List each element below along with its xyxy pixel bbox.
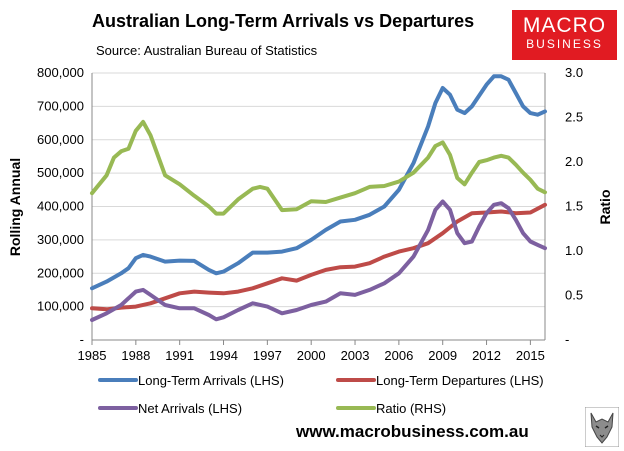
x-tick-label: 2012 — [472, 348, 501, 363]
y-tick-label: 500,000 — [37, 165, 84, 180]
x-tick-label: 1994 — [209, 348, 238, 363]
macrobusiness-logo: MACRO BUSINESS — [512, 10, 617, 60]
series-line-2 — [90, 202, 547, 312]
wolf-logo-icon — [585, 407, 619, 447]
series-line-4 — [90, 119, 547, 216]
chart-source: Source: Australian Bureau of Statistics — [96, 43, 318, 58]
y-tick-label: 100,000 — [37, 299, 84, 314]
x-tick-label: 1997 — [253, 348, 282, 363]
y-tick-label: 200,000 — [37, 265, 84, 280]
y-tick-label: 300,000 — [37, 232, 84, 247]
y-tick-label: 600,000 — [37, 132, 84, 147]
y2-tick-label: 1.0 — [565, 243, 583, 258]
x-tick-label: 2009 — [428, 348, 457, 363]
y2-tick-label: 2.0 — [565, 154, 583, 169]
series-line-3 — [90, 199, 547, 322]
chart-title: Australian Long-Term Arrivals vs Departu… — [92, 11, 475, 31]
axis-ticks: - 100,000 200,000 300,000 400,000 500,000 600,… — [37, 65, 583, 363]
x-tick-label: 1988 — [121, 348, 150, 363]
y2-tick-label: 0.5 — [565, 288, 583, 303]
y2-tick-label: - — [565, 332, 569, 347]
y-tick-label: - — [80, 332, 84, 347]
x-tick-label: 2000 — [297, 348, 326, 363]
logo-line-1: MACRO — [522, 14, 607, 37]
x-tick-label: 2015 — [516, 348, 545, 363]
y-tick-label: 700,000 — [37, 98, 84, 113]
y2-tick-label: 1.5 — [565, 199, 583, 214]
x-tick-label: 2003 — [341, 348, 370, 363]
series-lines — [90, 74, 547, 322]
website-url: www.macrobusiness.com.au — [296, 422, 529, 441]
left-axis-title: Rolling Annual — [7, 158, 23, 256]
right-axis-title: Ratio — [597, 190, 613, 225]
x-tick-label: 1985 — [78, 348, 107, 363]
legend-label: Long-Term Arrivals (LHS) — [138, 373, 284, 388]
y2-tick-label: 2.5 — [565, 110, 583, 125]
logo-line-2: BUSINESS — [526, 37, 603, 51]
legend-label: Long-Term Departures (LHS) — [376, 373, 544, 388]
legend-label: Ratio (RHS) — [376, 401, 446, 416]
series-line-1 — [90, 74, 547, 291]
y2-tick-label: 3.0 — [565, 65, 583, 80]
y-tick-label: 400,000 — [37, 199, 84, 214]
y-tick-label: 800,000 — [37, 65, 84, 80]
legend-label: Net Arrivals (LHS) — [138, 401, 242, 416]
x-tick-label: 1991 — [165, 348, 194, 363]
x-tick-label: 2006 — [384, 348, 413, 363]
legend: Long-Term Arrivals (LHS) Long-Term Depart… — [98, 373, 544, 416]
